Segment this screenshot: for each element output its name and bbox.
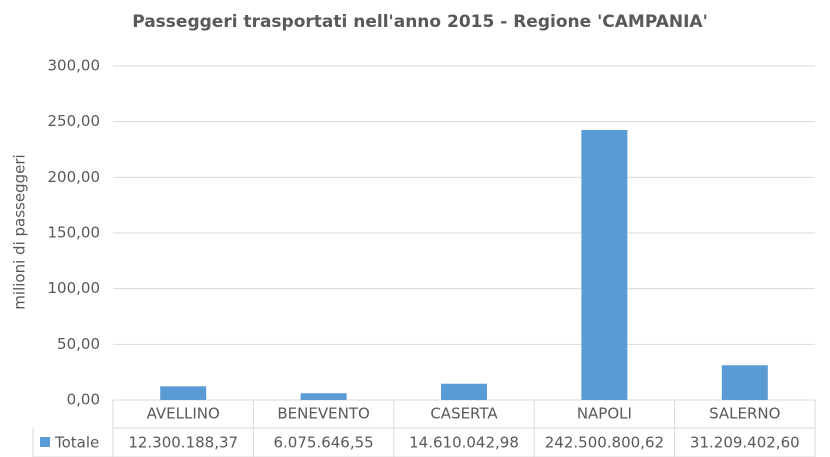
x-tick-label: CASERTA: [430, 405, 498, 423]
y-axis-label: milioni di passeggeri: [11, 154, 29, 309]
y-tick-label: 50,00: [57, 335, 100, 353]
x-tick-label: BENEVENTO: [277, 405, 369, 423]
y-tick-label: 0,00: [67, 391, 100, 409]
y-tick-label: 100,00: [48, 279, 101, 297]
bar: [721, 365, 768, 400]
data-table-value: 242.500.800,62: [545, 434, 664, 452]
legend-key: [40, 437, 50, 447]
data-table-value: 12.300.188,37: [128, 434, 238, 452]
y-tick-label: 200,00: [48, 168, 101, 186]
y-tick-label: 150,00: [48, 224, 101, 242]
data-table-value: 31.209.402,60: [690, 434, 800, 452]
x-tick-label: SALERNO: [709, 405, 780, 423]
x-tick-label: NAPOLI: [577, 405, 632, 423]
legend-label: Totale: [54, 434, 99, 452]
chart-title: Passeggeri trasportati nell'anno 2015 - …: [132, 12, 708, 32]
bar: [300, 393, 347, 400]
x-tick-label: AVELLINO: [147, 405, 220, 423]
data-table-value: 6.075.646,55: [273, 434, 373, 452]
y-tick-label: 250,00: [48, 112, 101, 130]
y-tick-label: 300,00: [48, 57, 101, 75]
bar: [581, 130, 628, 400]
bar: [441, 383, 487, 400]
data-table-value: 14.610.042,98: [409, 434, 519, 452]
bar: [160, 386, 207, 400]
